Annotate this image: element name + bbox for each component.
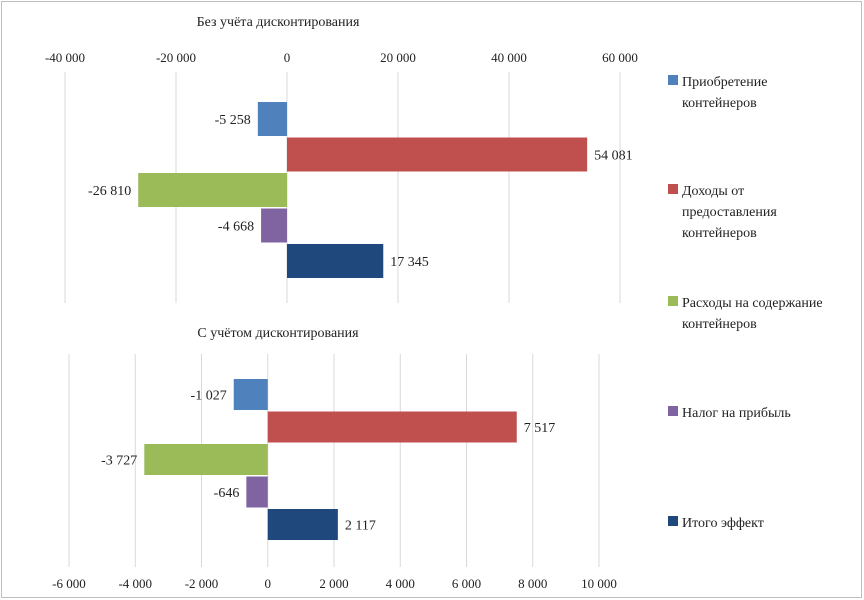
tick-label: -20 000 [156, 50, 196, 65]
legend-swatch [668, 296, 678, 306]
bar [261, 208, 287, 243]
tick-label: -6 000 [52, 576, 86, 591]
legend-swatch [668, 406, 678, 416]
tick-label: 0 [284, 50, 291, 65]
top-chart-title: Без учёта дисконтирования [197, 15, 360, 30]
legend-label: Приобретение [682, 75, 767, 90]
bar [144, 444, 268, 475]
tick-label: -2 000 [185, 576, 219, 591]
data-label: -4 668 [218, 220, 254, 235]
bar [233, 379, 268, 410]
legend-swatch [668, 516, 678, 526]
tick-label: 4 000 [386, 576, 415, 591]
data-label: -3 727 [101, 454, 137, 469]
legend-label: Налог на прибыль [682, 406, 791, 421]
data-label: 17 345 [390, 255, 429, 270]
bottom-chart-title: С учётом дисконтирования [197, 326, 359, 341]
top-value-labels: -5 258 54 081 -26 810 -4 668 17 345 [88, 113, 633, 270]
bar [138, 173, 287, 207]
tick-label: 20 000 [380, 50, 416, 65]
bottom-bars [144, 379, 517, 540]
legend-item: Расходы на содержание контейнеров [668, 296, 823, 332]
tick-label: 40 000 [491, 50, 527, 65]
bar [246, 476, 268, 508]
top-tick-labels: -40 000 -20 000 0 20 000 40 000 60 000 [45, 50, 638, 65]
tick-label: -40 000 [45, 50, 85, 65]
legend-label: контейнеров [682, 96, 757, 111]
legend-item: Налог на прибыль [668, 406, 791, 421]
legend-label: Доходы от [682, 184, 744, 199]
tick-label: 0 [265, 576, 272, 591]
legend-label: Расходы на содержание [682, 296, 823, 311]
data-label: -646 [214, 486, 240, 501]
bottom-tick-labels: -6 000 -4 000 -2 000 0 2 000 4 000 6 000 8 000 1… [52, 576, 617, 591]
top-bars [138, 102, 588, 278]
legend-swatch [668, 75, 678, 85]
legend-swatch [668, 184, 678, 194]
data-label: 2 117 [345, 519, 376, 534]
legend-item: Приобретение контейнеров [668, 75, 767, 111]
top-panel: Без учёта дисконтирования -40 000 -20 000… [45, 15, 638, 303]
data-label: -26 810 [88, 184, 131, 199]
data-label: -5 258 [215, 113, 251, 128]
tick-label: 10 000 [581, 576, 617, 591]
tick-label: 8 000 [518, 576, 547, 591]
bar [287, 244, 384, 278]
legend-label: контейнеров [682, 317, 757, 332]
tick-label: 2 000 [319, 576, 348, 591]
legend: Приобретение контейнеров Доходы от предоста… [668, 75, 823, 531]
tick-label: -4 000 [118, 576, 152, 591]
tick-label: 60 000 [602, 50, 638, 65]
data-label: -1 027 [191, 389, 227, 404]
bottom-panel: С учётом дисконтирования -6 000 -4 000 -2 … [52, 326, 617, 591]
bar [257, 102, 287, 136]
bar [267, 509, 338, 540]
bar [267, 411, 517, 443]
legend-label: контейнеров [682, 226, 757, 241]
bar [287, 137, 588, 172]
legend-item: Доходы от предоставления контейнеров [668, 184, 777, 241]
legend-label: предоставления [682, 205, 777, 220]
data-label: 7 517 [524, 421, 556, 436]
legend-label: Итого эффект [682, 516, 764, 531]
tick-label: 6 000 [452, 576, 481, 591]
bottom-value-labels: -1 027 7 517 -3 727 -646 2 117 [101, 389, 555, 534]
data-label: 54 081 [594, 149, 633, 164]
legend-item: Итого эффект [668, 516, 764, 531]
